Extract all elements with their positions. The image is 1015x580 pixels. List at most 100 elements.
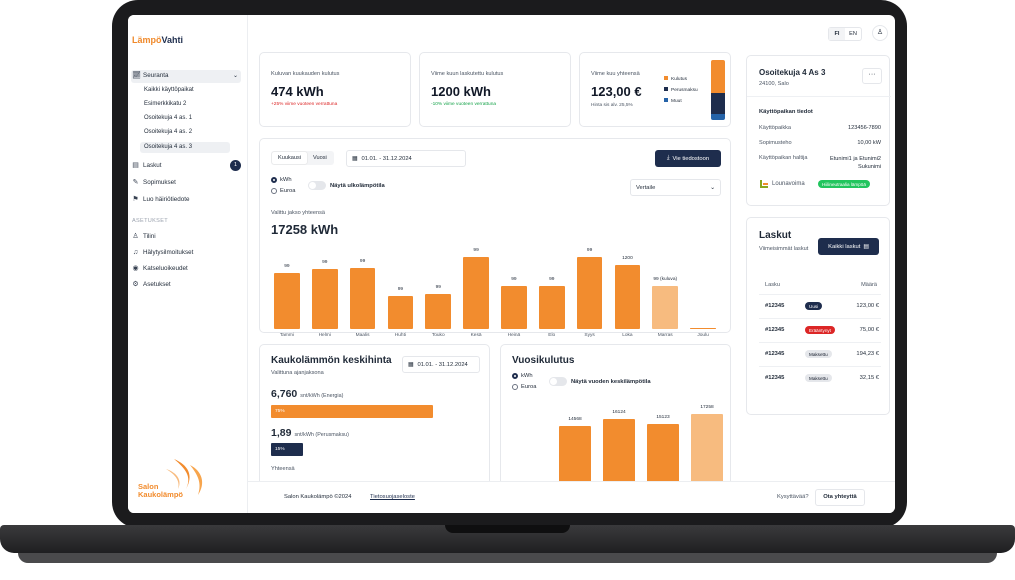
invoice-status-badge: Erääntynyt <box>805 326 835 334</box>
tab-month[interactable]: Kuukausi <box>272 152 308 164</box>
sidebar-item-tilini[interactable]: ♙ Tilini <box>132 233 238 240</box>
sidebar-sub-item-active[interactable]: Osoitekuja 4 as. 3 <box>144 144 193 150</box>
chart-bar[interactable] <box>387 295 414 329</box>
sidebar-sub-item[interactable]: Esimerkkikatu 2 <box>144 101 187 107</box>
yearly-radio-kwh[interactable]: kWh <box>512 373 533 379</box>
contract-icon: ✎ <box>132 179 139 186</box>
date-range-value: 01.01. - 31.12.2024 <box>417 361 468 368</box>
chart-bar[interactable] <box>501 286 527 329</box>
energy-bar-track: 75% <box>271 405 487 418</box>
legend-swatch <box>664 98 668 102</box>
sidebar-item-label: Katseluoikeudet <box>143 265 188 272</box>
bar-data-label: 99 <box>511 277 517 283</box>
stack-segment-kulutus <box>711 60 725 93</box>
invoice-row[interactable]: #12345 Erääntynyt 75,00 € <box>747 324 891 338</box>
document-icon: ▤ <box>863 243 869 250</box>
consumption-card: Kuukausi Vuosi ▦ 01.01. - 31.12.2024 ⤓ V… <box>259 138 732 338</box>
invoice-amount: 75,00 € <box>859 327 879 333</box>
user-menu-button[interactable]: ♙ <box>872 25 888 41</box>
laptop-notch <box>445 525 570 533</box>
stat-value: 474 kWh <box>271 84 324 99</box>
bar-data-label: 99 <box>359 258 366 264</box>
tab-year[interactable]: Vuosi <box>313 155 327 161</box>
compare-select[interactable]: Vertaile ⌄ <box>630 179 721 196</box>
invoice-row[interactable]: #12345 Uusi 123,00 € <box>747 300 891 314</box>
stat-card-last-month: Viime kuun laskutettu kulutus 1200 kWh -… <box>419 52 571 127</box>
chart-bar[interactable] <box>349 267 376 329</box>
chart-bar[interactable] <box>274 272 300 329</box>
chart-bar[interactable] <box>311 269 338 329</box>
radio-euro[interactable]: Euroa <box>271 188 295 194</box>
chart-bar[interactable] <box>576 257 603 329</box>
category-label: Syys <box>584 333 595 338</box>
invoice-status-badge: Maksettu <box>805 374 832 382</box>
sidebar-item-katseluoikeudet[interactable]: ◉ Katseluoikeudet <box>132 265 238 272</box>
app-screen: LämpöVahti 📈︎ Seuranta ⌄ Kaikki käyttöpa… <box>128 15 895 513</box>
sidebar-sub-item[interactable]: Osoitekuja 4 as. 1 <box>144 115 193 121</box>
stat-label: Kuluvan kuukauden kulutus <box>271 71 340 77</box>
lang-fi-button[interactable]: FI <box>829 28 845 40</box>
chart-bar[interactable] <box>614 264 641 329</box>
price-title: Kaukolämmön keskihinta <box>271 355 392 366</box>
row-divider <box>759 342 881 343</box>
category-label: Maalis <box>355 333 370 338</box>
stack-segment-perusmaksu <box>711 93 725 114</box>
yearly-radio-euro[interactable]: Euroa <box>512 384 536 390</box>
chart-bar[interactable] <box>463 256 489 329</box>
brand-line1: Salon <box>138 482 159 491</box>
sidebar-item-label: Seuranta <box>143 72 169 79</box>
sidebar-item-label: Tilini <box>143 233 156 240</box>
chart-bar[interactable] <box>690 328 716 329</box>
divider <box>747 96 891 97</box>
chart-bar[interactable] <box>538 286 565 329</box>
footer-copyright: Salon Kaukolämpö ©2024 <box>284 494 352 500</box>
contact-button[interactable]: Ota yhteyttä <box>815 489 865 506</box>
sidebar-item-laskut[interactable]: ▤ Laskut <box>132 162 238 169</box>
export-button[interactable]: ⤓ Vie tiedostoon <box>655 150 721 167</box>
site-more-button[interactable]: ··· <box>862 68 882 84</box>
bar-data-label: 99 <box>322 260 328 265</box>
yearly-temp-toggle[interactable]: Näytä vuoden keskilämpötila <box>549 377 651 386</box>
radio-label: Euroa <box>521 384 537 390</box>
chart-bar[interactable] <box>425 294 452 329</box>
brand-logo: Salon Kaukolämpö <box>138 459 203 499</box>
privacy-link[interactable]: Tietosuojaseloste <box>370 494 415 500</box>
footer-question: Kysyttävää? <box>777 494 809 500</box>
outdoor-temp-toggle[interactable]: Näytä ulkolämpötila <box>308 181 385 190</box>
language-switch: FI EN <box>828 27 862 41</box>
sidebar-item-sopimukset[interactable]: ✎ Sopimukset <box>132 179 238 186</box>
invoice-status-badge: Maksettu <box>805 350 832 358</box>
stat-card-last-month-total: Viime kuu yhteensä 123,00 € Hinta sis al… <box>579 52 731 127</box>
sidebar-sub-item[interactable]: Osoitekuja 4 as. 2 <box>144 129 193 135</box>
chart-icon: 📈︎ <box>132 72 141 79</box>
flag-icon: ⚑ <box>132 196 139 203</box>
sidebar-item-seuranta[interactable]: 📈︎ Seuranta ⌄ <box>132 72 238 79</box>
lang-en-button[interactable]: EN <box>849 31 857 37</box>
radio-kwh[interactable]: kWh <box>271 177 292 183</box>
toggle-label: Näytä vuoden keskilämpötila <box>571 378 651 385</box>
stat-delta: +25% viime vuoteen verrattuna <box>271 102 338 107</box>
stack-segment-muut <box>711 114 725 120</box>
all-invoices-button[interactable]: Kaikki laskut ▤ <box>818 238 879 255</box>
partner-logo: Lounavoima <box>759 179 805 189</box>
app-logo[interactable]: LämpöVahti <box>132 35 183 45</box>
energy-price-row: 6,760 snt/kWh (Energia) <box>271 388 343 400</box>
sidebar-sub-item[interactable]: Kaikki käyttöpaikat <box>144 87 194 93</box>
gear-icon: ⚙ <box>132 281 139 288</box>
sidebar-item-asetukset[interactable]: ⚙ Asetukset <box>132 281 238 288</box>
sidebar-item-hairiotiedote[interactable]: ⚑ Luo häiriötiedote <box>132 196 238 203</box>
stat-card-current-month: Kuluvan kuukauden kulutus 474 kWh +25% v… <box>259 52 411 127</box>
chevron-down-icon: ⌄ <box>232 73 238 79</box>
invoice-row[interactable]: #12345 Maksettu 194,23 € <box>747 348 891 362</box>
price-date-range-picker[interactable]: ▦ 01.01. - 31.12.2024 <box>402 356 480 373</box>
chart-bar[interactable] <box>652 286 679 329</box>
bar-data-label: 99 <box>586 248 593 254</box>
bar-data-label: 1200 <box>622 255 633 261</box>
sidebar-item-label: Hälytysilmoitukset <box>143 249 194 256</box>
date-range-picker[interactable]: ▦ 01.01. - 31.12.2024 <box>346 150 466 167</box>
download-icon: ⤓ <box>666 155 670 161</box>
monthly-bar-chart: 99 Tammi 99 Helmi 99 Maalis 99 Huhti 99 Touko 99 Ke… <box>260 139 732 338</box>
sidebar-item-halytysilmoitukset[interactable]: ♫ Hälytysilmoitukset <box>132 249 238 256</box>
invoice-row[interactable]: #12345 Maksettu 32,15 € <box>747 372 891 386</box>
sidebar-item-label: Sopimukset <box>143 179 176 186</box>
